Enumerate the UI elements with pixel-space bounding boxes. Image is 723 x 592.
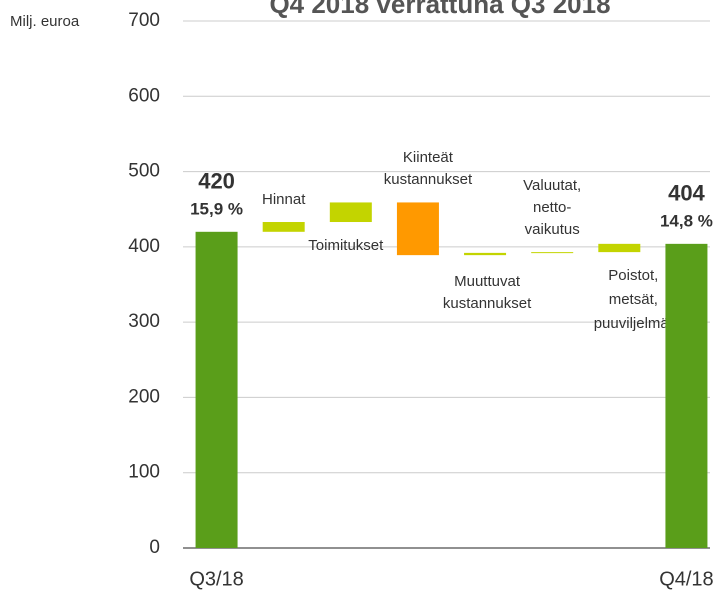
- y-tick-label: 500: [128, 161, 160, 182]
- bar: [464, 252, 507, 256]
- category-label: Hinnat: [262, 191, 306, 208]
- category-label: metsät,: [609, 291, 658, 308]
- category-label: Muuttuvat: [454, 273, 521, 290]
- category-label: netto-: [533, 199, 571, 216]
- total-label: 404: [668, 181, 705, 206]
- category-label: Poistot,: [608, 267, 658, 284]
- y-tick-label: 600: [128, 85, 160, 106]
- y-tick-label: 300: [128, 311, 160, 332]
- y-axis-label: Milj. euroa: [10, 13, 80, 30]
- x-tick-label: Q4/18: [659, 568, 713, 590]
- bar: [262, 222, 305, 232]
- category-label: Valuutat,: [523, 177, 581, 194]
- chart-title: Q4 2018 verrattuna Q3 2018: [269, 0, 610, 19]
- category-label: Toimitukset: [308, 237, 384, 254]
- category-label: kustannukset: [384, 171, 473, 188]
- y-tick-label: 200: [128, 386, 160, 407]
- category-label: puuviljelmät: [594, 315, 674, 332]
- y-tick-label: 100: [128, 462, 160, 483]
- category-label: Kiinteät: [403, 149, 454, 166]
- bar: [195, 231, 238, 549]
- y-tick-label: 0: [149, 537, 160, 558]
- category-label: kustannukset: [443, 295, 532, 312]
- bar: [396, 202, 439, 256]
- bar: [329, 202, 372, 223]
- bar: [598, 243, 641, 253]
- total-percent: 15,9 %: [190, 199, 243, 218]
- bar: [665, 243, 708, 549]
- y-tick-label: 700: [128, 10, 160, 31]
- x-tick-label: Q3/18: [189, 568, 243, 590]
- category-label: vaikutus: [525, 221, 580, 238]
- total-percent: 14,8 %: [660, 211, 713, 230]
- y-tick-label: 400: [128, 236, 160, 257]
- bar: [531, 252, 574, 254]
- total-label: 420: [198, 169, 235, 194]
